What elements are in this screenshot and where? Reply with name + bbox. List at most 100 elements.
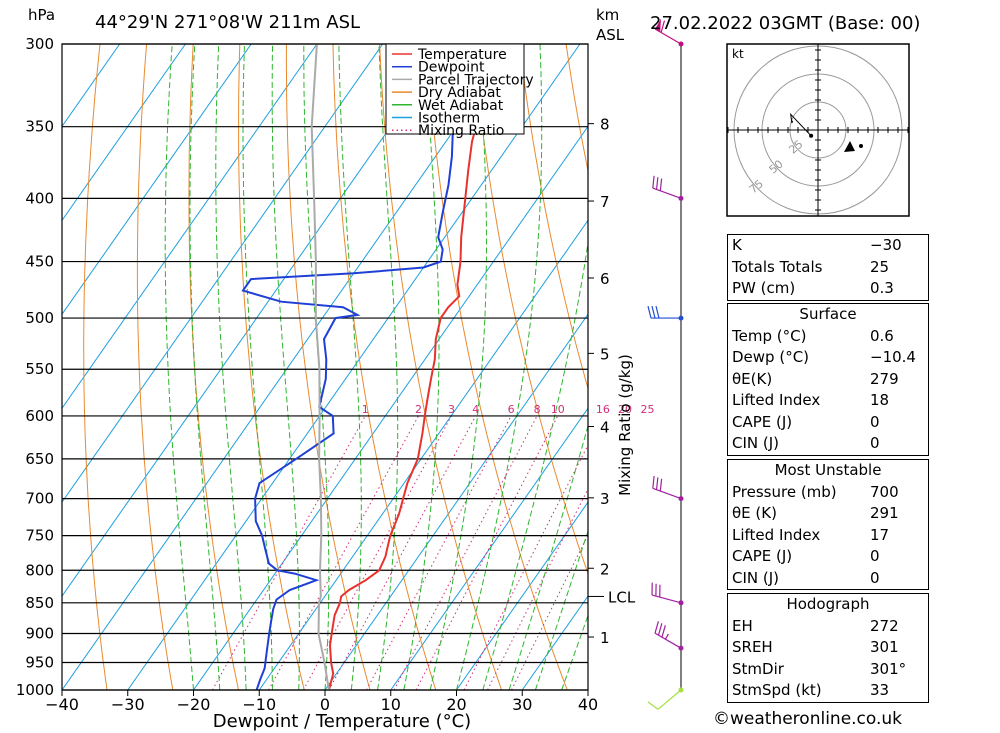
x-tick-label: −10 xyxy=(242,695,276,714)
mixing-ratio-label: 4 xyxy=(472,403,479,416)
series-parcel-trajectory xyxy=(310,44,330,690)
pressure-tick-label: 700 xyxy=(25,490,54,508)
lcl-label: LCL xyxy=(608,588,636,606)
pressure-tick-label: 950 xyxy=(25,653,54,671)
legend-box xyxy=(385,43,525,135)
pressure-tick-label: 800 xyxy=(25,561,54,579)
most-unstable-label: θE (K) xyxy=(732,504,777,522)
isotherm-line xyxy=(62,44,186,222)
axes: 3003504004505005506006507007508008509009… xyxy=(16,35,636,714)
hodograph-stat-value: 33 xyxy=(870,681,890,699)
hodograph-title: Hodograph xyxy=(786,595,870,613)
legend-label: Dry Adiabat xyxy=(418,85,501,101)
mixing-ratio-line xyxy=(302,415,452,690)
pressure-tick-label: 650 xyxy=(25,450,54,468)
index-value: 25 xyxy=(870,257,890,276)
mixing-ratio-line xyxy=(463,443,588,690)
km-tick-label: 7 xyxy=(600,193,610,211)
hodograph-stat-row: StmSpd (kt) 33 xyxy=(728,680,928,702)
series-temperature xyxy=(327,44,499,690)
pressure-tick-label: 350 xyxy=(25,118,54,136)
isotherm-line xyxy=(456,501,588,690)
wet-adiabat-line xyxy=(338,44,362,690)
most-unstable-row: CAPE (J) 0 xyxy=(728,546,928,568)
most-unstable-value: 291 xyxy=(870,504,899,522)
surface-value: 0 xyxy=(870,434,880,452)
pressure-tick-label: 600 xyxy=(25,407,54,425)
isotherm-line xyxy=(62,44,318,410)
km-tick-label: 5 xyxy=(600,345,610,363)
most-unstable-title: Most Unstable xyxy=(774,461,882,479)
x-tick-label: 30 xyxy=(512,695,532,714)
hodograph-point xyxy=(859,144,863,148)
surface-label: CAPE (J) xyxy=(732,412,793,431)
isotherm-line xyxy=(390,407,588,690)
km-tick-label: 1 xyxy=(600,629,610,647)
isotherm-line xyxy=(62,44,252,316)
km-tick-label: 6 xyxy=(600,270,610,288)
pressure-tick-label: 1000 xyxy=(16,681,54,699)
mixing-ratio-line xyxy=(393,415,538,690)
hodograph-stat-value: 272 xyxy=(870,616,899,635)
legend-label: Temperature xyxy=(417,47,507,63)
wet-adiabat-line xyxy=(242,44,273,690)
dry-adiabat-line xyxy=(188,44,239,690)
isotherm-line xyxy=(193,125,588,690)
index-value: 0.3 xyxy=(870,279,894,297)
isotherm-line xyxy=(258,219,588,690)
most-unstable-table: Most Unstable Pressure (mb) 700 θE (K) 291 L… xyxy=(727,459,929,590)
most-unstable-value: 17 xyxy=(870,525,890,544)
isotherm-line xyxy=(62,44,449,597)
x-tick-label: 20 xyxy=(446,695,466,714)
legend-label: Isotherm xyxy=(418,111,480,127)
dry-adiabat-line xyxy=(238,44,305,690)
isotherm-line xyxy=(62,44,121,128)
mixing-ratio-label: 20 xyxy=(618,403,632,416)
most-unstable-value: 0 xyxy=(870,568,880,587)
series-dewpoint xyxy=(241,44,457,690)
mixing-ratio-label: 16 xyxy=(596,403,610,416)
hodograph-stat-row: StmDir 301° xyxy=(728,659,928,681)
footer-copyright: ©weatheronline.co.uk xyxy=(713,709,903,729)
pressure-tick-label: 500 xyxy=(25,309,54,327)
hodograph-stat-label: StmDir xyxy=(732,659,784,678)
x-axis-label: Dewpoint / Temperature (°C) xyxy=(213,711,471,732)
dry-adiabat-line xyxy=(83,44,108,690)
isotherm-line xyxy=(127,44,581,690)
wet-adiabat-line xyxy=(377,44,399,690)
wind-barb xyxy=(651,582,684,606)
most-unstable-label: CAPE (J) xyxy=(732,547,793,565)
mixing-ratio-label: 6 xyxy=(508,403,515,416)
legend-label: Wet Adiabat xyxy=(418,98,504,114)
storm-motion-marker xyxy=(844,141,855,152)
km-tick-label: 8 xyxy=(600,116,610,134)
wet-adiabat-line xyxy=(303,44,330,690)
location-title: 44°29'N 271°08'W 211m ASL xyxy=(95,12,360,33)
mixing-ratio-line xyxy=(511,533,588,690)
hodograph-stat-label: SREH xyxy=(732,638,773,656)
asl-unit-label: ASL xyxy=(596,26,625,44)
legend-label: Parcel Trajectory xyxy=(418,72,534,88)
surface-row: CIN (J) 0 xyxy=(728,433,928,455)
mixing-ratio-label: 3 xyxy=(448,403,455,416)
mixing-ratio-axis-label: Mixing Ratio (g/kg) xyxy=(616,354,634,496)
surface-row: Temp (°C) 0.6 xyxy=(728,326,928,348)
pressure-unit-label: hPa xyxy=(28,6,55,24)
pressure-tick-label: 300 xyxy=(25,35,54,53)
surface-value: 18 xyxy=(870,391,890,409)
pressure-tick-label: 850 xyxy=(25,594,54,612)
wet-adiabat-line xyxy=(456,44,543,690)
x-tick-label: 40 xyxy=(578,695,598,714)
pressure-tick-label: 400 xyxy=(25,189,54,207)
surface-value: 0.6 xyxy=(870,326,894,345)
km-unit-label: km xyxy=(596,6,619,24)
x-tick-label: 10 xyxy=(381,695,401,714)
mixing-ratio-line xyxy=(328,415,477,690)
index-row: Totals Totals 25 xyxy=(728,257,928,279)
dry-adiabat-line xyxy=(379,44,502,690)
surface-row: CAPE (J) 0 xyxy=(728,412,928,434)
pressure-tick-label: 550 xyxy=(25,360,54,378)
most-unstable-value: 700 xyxy=(870,482,899,501)
